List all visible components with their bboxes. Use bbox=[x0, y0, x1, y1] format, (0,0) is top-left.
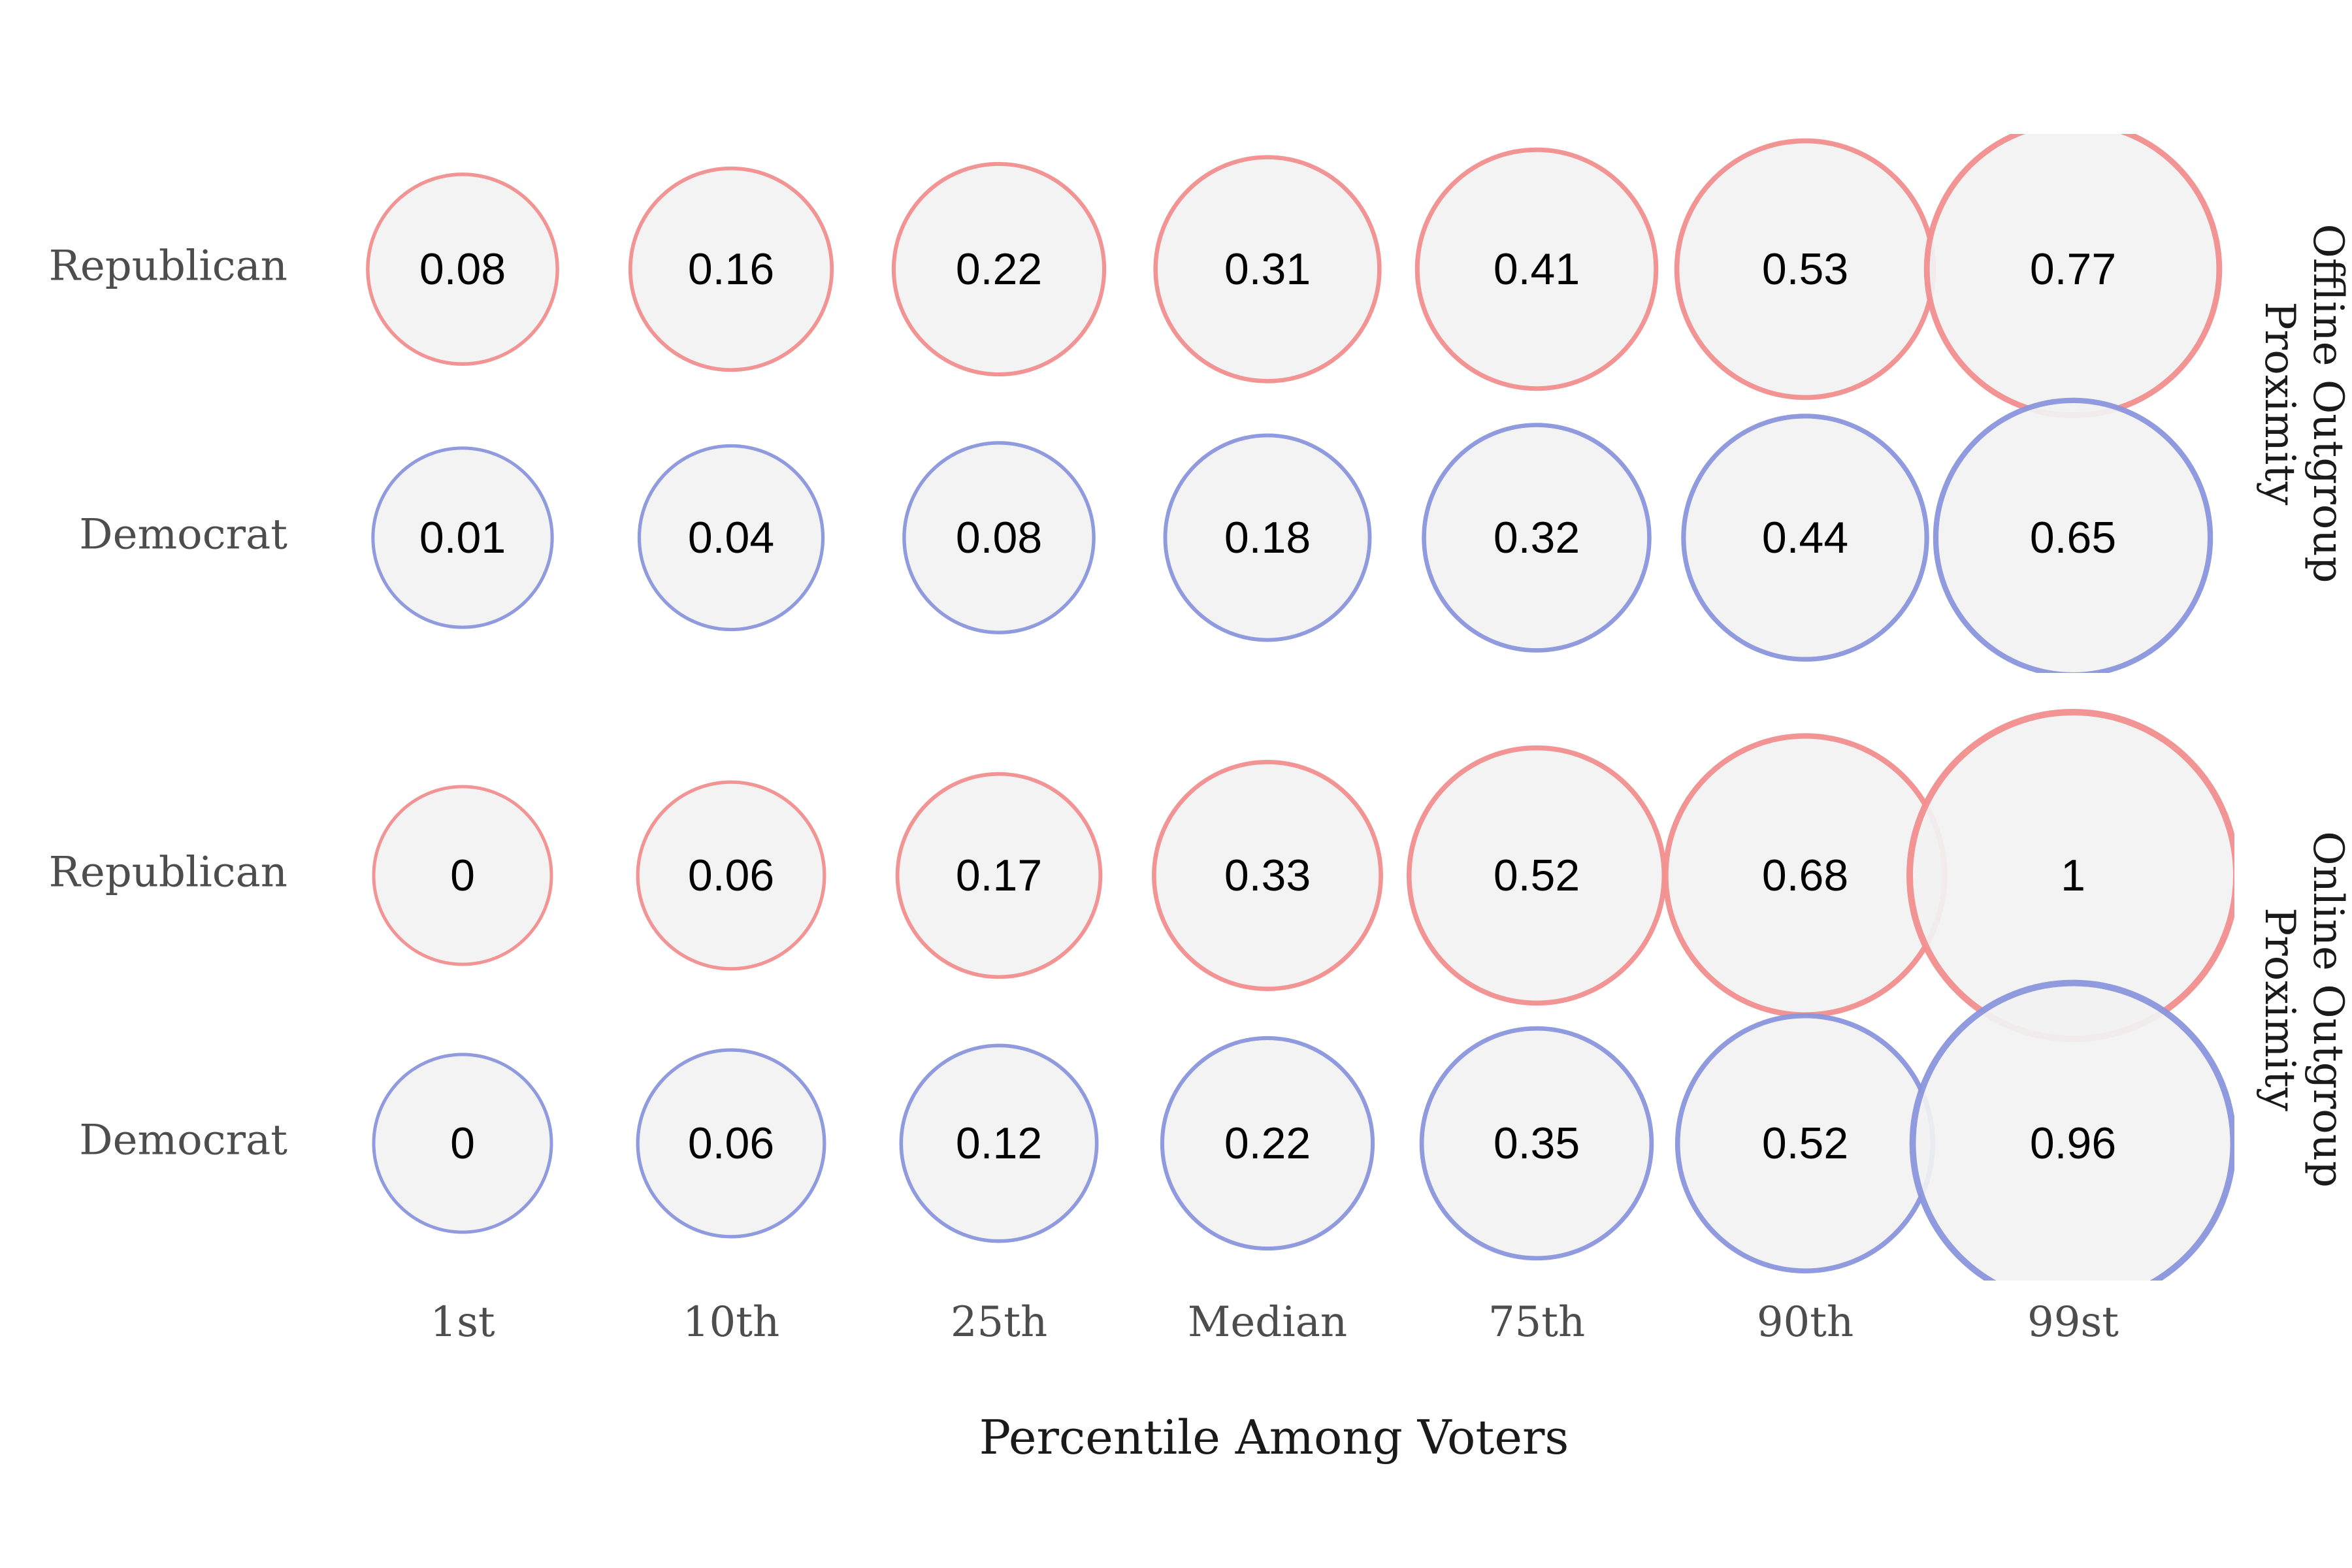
value-label-democrat-75th: 0.32 bbox=[1494, 513, 1580, 563]
value-label-democrat-10th: 0.04 bbox=[688, 513, 774, 563]
bubble-republican-median bbox=[1153, 155, 1382, 384]
row-label-democrat: Democrat bbox=[79, 511, 287, 559]
bubble-democrat-10th bbox=[637, 444, 825, 632]
tick-label-99st: 99st bbox=[2027, 1298, 2119, 1347]
tick-label-10th: 10th bbox=[683, 1298, 779, 1347]
bubble-democrat-median bbox=[1163, 433, 1372, 642]
bubble-democrat-25th bbox=[902, 441, 1096, 634]
value-label-democrat-25th: 0.12 bbox=[956, 1119, 1042, 1168]
value-label-democrat-75th: 0.35 bbox=[1494, 1119, 1580, 1168]
bubble-republican-1st bbox=[372, 785, 553, 966]
value-label-republican-10th: 0.16 bbox=[688, 244, 774, 294]
bubble-democrat-90th bbox=[1681, 414, 1929, 662]
value-label-republican-10th: 0.06 bbox=[688, 851, 774, 900]
bubble-republican-10th bbox=[636, 780, 826, 971]
bubble-democrat-1st bbox=[372, 1053, 553, 1234]
bubble-democrat-1st bbox=[371, 446, 554, 629]
strip-label-2: Online OutgroupProximity bbox=[2255, 831, 2352, 1188]
value-label-republican-25th: 0.22 bbox=[956, 244, 1042, 294]
panel-2: Republican Democrat 0 0.06 0.17 0.33 0.52 0.68 1… bbox=[49, 709, 2352, 1281]
bubble-democrat-25th bbox=[899, 1043, 1099, 1243]
bubble-democrat-10th bbox=[636, 1048, 826, 1239]
value-label-democrat-median: 0.22 bbox=[1224, 1119, 1311, 1168]
row-label-republican: Republican bbox=[49, 242, 287, 291]
value-label-republican-1st: 0.08 bbox=[419, 244, 506, 294]
tick-label-90th: 90th bbox=[1757, 1298, 1854, 1347]
x-axis-title: Percentile Among Voters bbox=[979, 1410, 1569, 1465]
tick-label-1st: 1st bbox=[430, 1298, 495, 1347]
value-label-republican-90th: 0.68 bbox=[1762, 851, 1848, 900]
row-label-republican: Republican bbox=[49, 849, 287, 897]
value-label-democrat-median: 0.18 bbox=[1224, 513, 1311, 563]
panel-1: Republican Democrat 0.08 0.16 0.22 0.31 0.41 0.… bbox=[49, 134, 2352, 673]
value-label-republican-90th: 0.53 bbox=[1762, 244, 1848, 294]
bubble-republican-25th bbox=[891, 161, 1107, 377]
value-label-republican-median: 0.31 bbox=[1224, 244, 1311, 294]
bubble-democrat-75th bbox=[1419, 1026, 1654, 1261]
panel-2-bubbles bbox=[372, 709, 2234, 1281]
value-label-republican-25th: 0.17 bbox=[956, 851, 1042, 900]
bubble-republican-25th bbox=[895, 772, 1103, 979]
value-label-republican-median: 0.33 bbox=[1224, 851, 1311, 900]
row-label-democrat: Democrat bbox=[79, 1117, 287, 1165]
value-label-democrat-90th: 0.52 bbox=[1762, 1119, 1848, 1168]
bubble-democrat-99st bbox=[1909, 979, 2234, 1281]
value-label-democrat-99st: 0.96 bbox=[2030, 1119, 2116, 1168]
tick-label-25th: 25th bbox=[951, 1298, 1047, 1347]
tick-label-median: Median bbox=[1188, 1298, 1347, 1347]
tick-label-75th: 75th bbox=[1488, 1298, 1585, 1347]
value-label-democrat-25th: 0.08 bbox=[956, 513, 1042, 563]
value-label-democrat-1st: 0.01 bbox=[419, 513, 506, 563]
value-label-republican-1st: 0 bbox=[450, 851, 475, 900]
x-axis-ticks: 1st 10th 25th Median 75th 90th 99st bbox=[430, 1298, 2119, 1347]
value-label-republican-75th: 0.41 bbox=[1494, 244, 1580, 294]
value-label-republican-75th: 0.52 bbox=[1494, 851, 1580, 900]
bubble-republican-1st bbox=[366, 172, 559, 366]
bubble-democrat-median bbox=[1160, 1036, 1375, 1251]
value-label-democrat-99st: 0.65 bbox=[2030, 513, 2116, 563]
bubble-republican-75th bbox=[1414, 147, 1659, 391]
strip-label-1: Offline OutgroupProximity bbox=[2255, 224, 2352, 583]
value-label-democrat-90th: 0.44 bbox=[1762, 513, 1848, 563]
panel-1-bubbles bbox=[366, 134, 2223, 673]
value-label-democrat-1st: 0 bbox=[450, 1119, 475, 1168]
bubble-republican-10th bbox=[628, 166, 834, 372]
bubble-republican-median bbox=[1152, 760, 1383, 991]
value-label-republican-99st: 1 bbox=[2061, 851, 2085, 900]
value-label-republican-99st: 0.77 bbox=[2030, 244, 2116, 294]
bubble-democrat-75th bbox=[1422, 423, 1652, 653]
value-label-democrat-10th: 0.06 bbox=[688, 1119, 774, 1168]
bubble-democrat-99st bbox=[1933, 397, 2213, 673]
panels-layer: Republican Democrat 0.08 0.16 0.22 0.31 0.41 0.… bbox=[49, 134, 2352, 1281]
